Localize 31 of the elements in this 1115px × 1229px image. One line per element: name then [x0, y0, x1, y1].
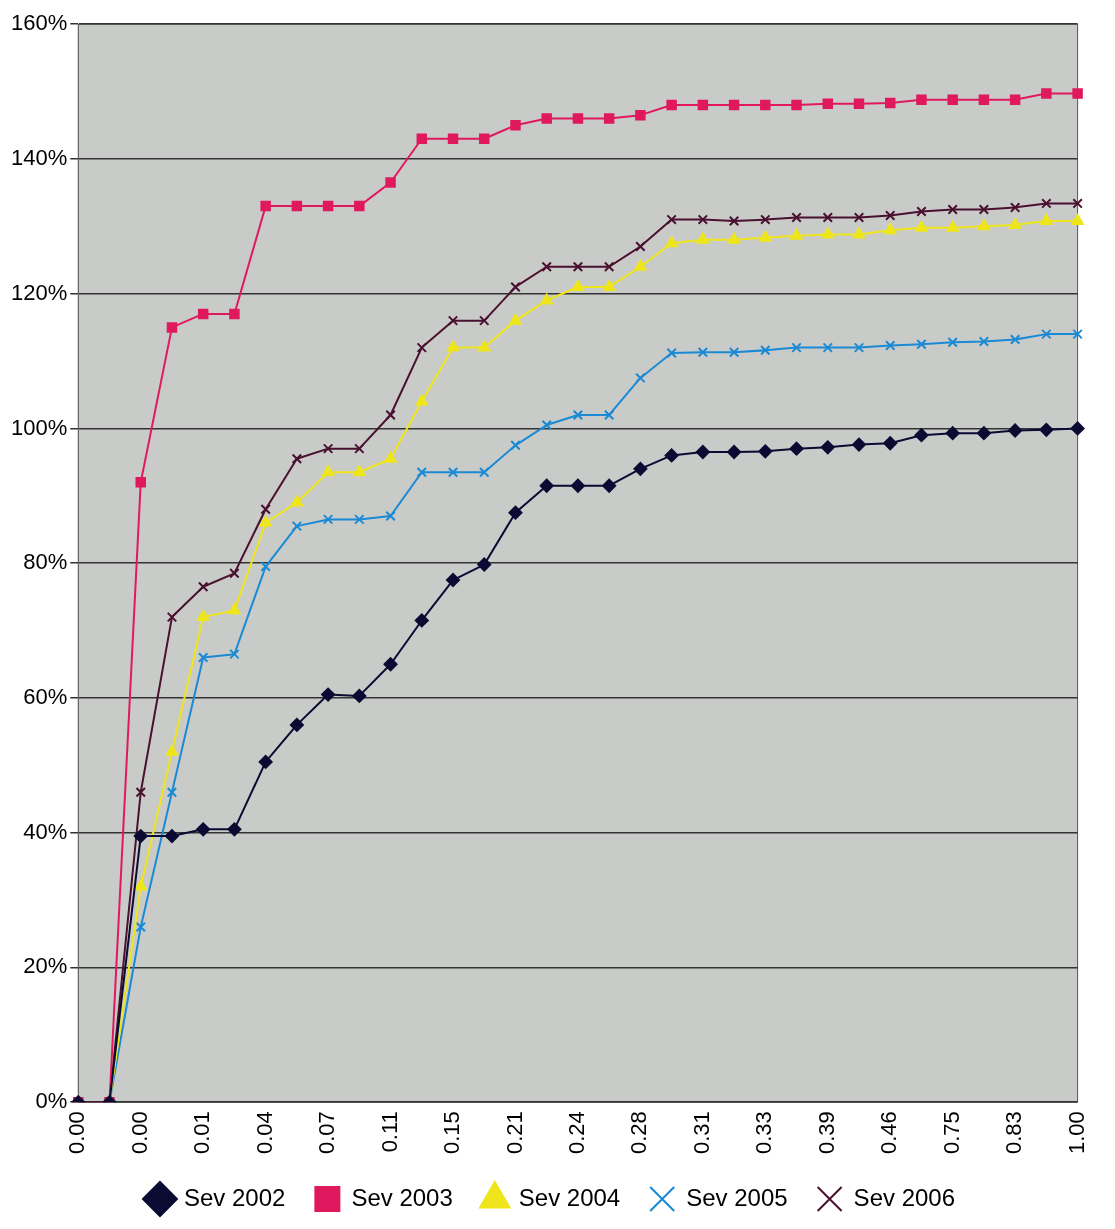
- y-tick-label: 120%: [10, 279, 68, 305]
- x-tick-label: 0.04: [251, 1111, 277, 1155]
- legend-label: Sev 2003: [351, 1183, 453, 1211]
- y-tick-label: 100%: [10, 414, 68, 440]
- x-tick-label: 0.00: [126, 1111, 152, 1155]
- x-tick-label: 0.15: [439, 1111, 465, 1155]
- y-tick-label: 20%: [23, 953, 68, 979]
- x-tick-label: 0.33: [751, 1111, 777, 1155]
- y-tick-label: 40%: [23, 818, 68, 844]
- x-tick-label: 0.11: [376, 1111, 402, 1153]
- legend-label: Sev 2002: [183, 1183, 286, 1211]
- x-tick-label: 0.01: [189, 1111, 215, 1155]
- x-tick-label: 0.75: [938, 1111, 964, 1155]
- y-tick-label: 0%: [35, 1088, 68, 1114]
- legend-label: Sev 2005: [686, 1183, 788, 1211]
- x-tick-label: 0.07: [314, 1111, 340, 1155]
- x-tick-label: 0.83: [1001, 1111, 1027, 1155]
- legend-label: Sev 2006: [853, 1183, 956, 1211]
- y-tick-label: 160%: [10, 10, 68, 36]
- y-tick-label: 140%: [10, 145, 68, 171]
- x-tick-label: 0.28: [626, 1111, 652, 1155]
- x-tick-label: 0.21: [501, 1111, 527, 1155]
- x-tick-label: 0.31: [688, 1111, 714, 1155]
- x-tick-label: 1.00: [1063, 1111, 1089, 1155]
- legend-label: Sev 2004: [518, 1183, 621, 1211]
- y-tick-label: 80%: [23, 549, 68, 575]
- x-tick-label: 0.46: [876, 1111, 902, 1155]
- x-tick-label: 0.24: [564, 1111, 589, 1155]
- x-tick-label: 0.00: [64, 1111, 90, 1155]
- x-tick-label: 0.39: [813, 1111, 839, 1155]
- y-tick-label: 60%: [23, 684, 68, 709]
